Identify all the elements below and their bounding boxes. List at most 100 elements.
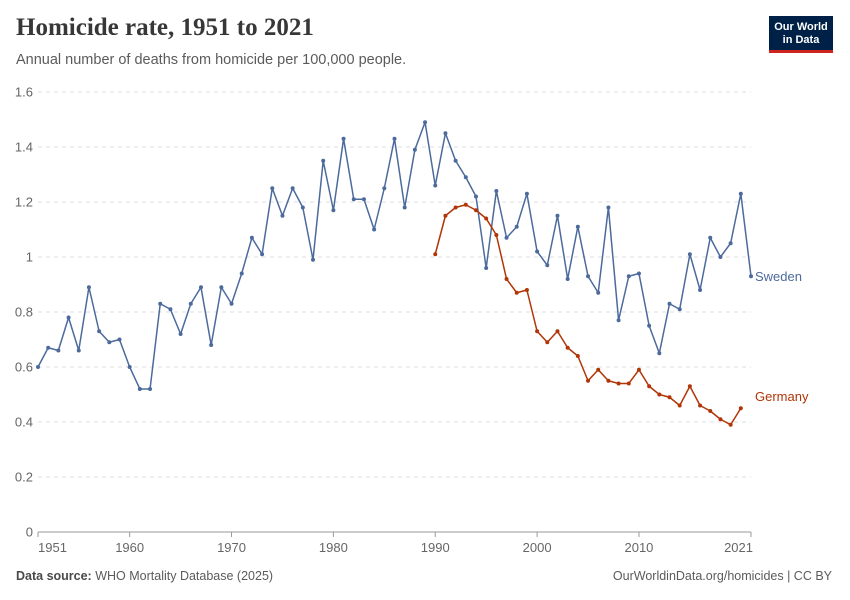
sweden-point	[56, 348, 61, 353]
sweden-point	[698, 288, 703, 292]
sweden-point	[137, 387, 142, 391]
germany-point	[555, 329, 560, 334]
sweden-point	[749, 274, 753, 279]
y-tick-label: 0	[26, 525, 33, 540]
sweden-point	[626, 274, 631, 279]
x-tick-label: 1990	[421, 540, 450, 555]
sweden-line	[37, 121, 752, 390]
y-tick-label: 0.2	[15, 470, 33, 485]
y-tick-label: 0.4	[15, 415, 33, 430]
sweden-point	[596, 290, 601, 295]
sweden-point	[606, 205, 611, 210]
sweden-point	[178, 332, 183, 336]
germany-point	[545, 340, 550, 345]
chart-title: Homicide rate, 1951 to 2021	[16, 14, 314, 41]
sweden-point	[66, 315, 71, 320]
sweden-point	[535, 249, 540, 254]
axes: 0 0.2 0.4 0.6 0.8 1 1.2 1.4 1.6 1951 1960 1970 1980 1…	[15, 85, 753, 556]
sweden-point	[524, 191, 529, 196]
grid-lines	[38, 91, 751, 478]
sweden-point	[321, 158, 326, 163]
owid-logo[interactable]: Our World in Data	[769, 16, 833, 53]
sweden-point	[361, 197, 366, 202]
sweden-point	[473, 194, 478, 199]
x-tick-label: 2000	[523, 540, 552, 555]
sweden-point	[249, 235, 254, 240]
germany-label: Germany	[755, 389, 809, 404]
sweden-point	[219, 285, 224, 290]
sweden-point	[667, 301, 672, 306]
chart-subtitle: Annual number of deaths from homicide pe…	[16, 52, 407, 68]
sweden-point	[647, 323, 652, 328]
x-tick-label: 2021	[724, 540, 753, 555]
logo-line-1: Our World	[774, 21, 828, 33]
sweden-point	[575, 224, 580, 229]
sweden-point	[290, 186, 295, 191]
sweden-point	[586, 274, 591, 279]
footer-link[interactable]: OurWorldinData.org/homicides | CC BY	[612, 569, 832, 583]
sweden-point	[300, 205, 305, 210]
sweden-point	[494, 189, 499, 193]
sweden-label: Sweden	[755, 269, 802, 284]
sweden-point	[382, 186, 387, 191]
y-tick-label: 1	[26, 250, 33, 265]
germany-point	[453, 205, 458, 210]
x-tick-label: 1951	[38, 540, 67, 555]
sweden-point	[331, 208, 336, 213]
sweden-point	[636, 271, 641, 276]
y-tick-label: 0.8	[15, 305, 33, 320]
sweden-point	[718, 255, 723, 259]
germany-point	[463, 202, 468, 207]
germany-point	[687, 384, 692, 389]
sweden-point	[209, 343, 214, 347]
sweden-point	[188, 301, 193, 306]
sweden-point	[86, 285, 91, 290]
germany-point	[626, 381, 631, 386]
sweden-point	[46, 345, 51, 350]
sweden-point	[107, 340, 112, 345]
sweden-point	[545, 263, 550, 268]
logo-line-2: in Data	[782, 34, 820, 46]
data-source: Data source: WHO Mortality Database (202…	[16, 569, 273, 583]
germany-point	[524, 288, 529, 292]
sweden-point	[484, 266, 489, 270]
germany-point	[596, 367, 601, 372]
germany-point	[433, 252, 438, 257]
sweden-point	[239, 271, 244, 276]
sweden-point	[504, 235, 509, 240]
sweden-point	[463, 175, 468, 180]
germany-point	[738, 406, 743, 411]
y-tick-label: 1.4	[15, 140, 33, 155]
sweden-point	[616, 318, 621, 323]
x-tick-label: 1980	[319, 540, 348, 555]
sweden-point	[341, 136, 346, 141]
sweden-point	[97, 329, 102, 334]
germany-point	[708, 409, 713, 413]
sweden-point	[738, 191, 743, 196]
y-tick-label: 0.6	[15, 360, 33, 375]
germany-point	[586, 378, 591, 383]
germany-point	[484, 216, 489, 221]
sweden-point	[657, 351, 662, 356]
germany-point	[667, 395, 672, 400]
germany-point	[718, 417, 723, 422]
series-labels: Sweden Germany	[755, 269, 809, 404]
sweden-point	[158, 301, 163, 306]
sweden-point	[229, 301, 234, 306]
sweden-point	[728, 241, 733, 246]
sweden-point	[127, 365, 132, 369]
sweden-point	[198, 285, 203, 290]
germany-point	[636, 367, 641, 372]
data-source-value: WHO Mortality Database (2025)	[95, 569, 274, 583]
sweden-point	[677, 307, 682, 312]
sweden-point	[351, 197, 356, 202]
germany-point	[504, 277, 509, 281]
germany-point	[514, 290, 519, 295]
sweden-point	[36, 365, 40, 369]
x-tick-label: 1960	[115, 540, 144, 555]
sweden-point	[117, 337, 122, 342]
sweden-point	[270, 186, 275, 191]
x-tick-label: 1970	[217, 540, 246, 555]
sweden-point	[565, 277, 570, 281]
